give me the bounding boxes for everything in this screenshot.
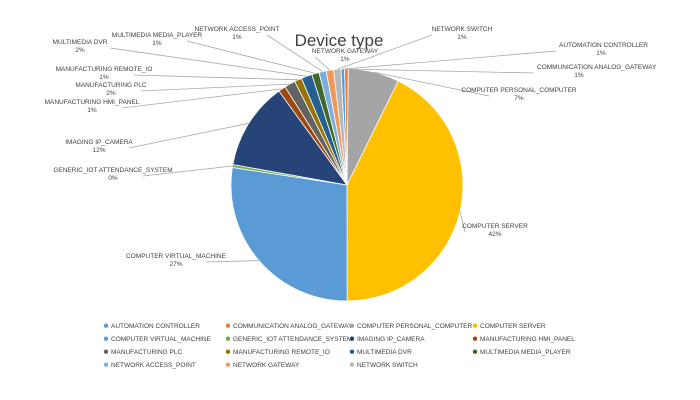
legend-item-multimedia-dvr: MULTIMEDIA DVR (349, 349, 412, 356)
leader-line-multimedia-dvr (109, 47, 307, 77)
legend-marker (472, 336, 478, 341)
legend-item-computer-server: COMPUTER SERVER (472, 323, 546, 330)
legend-label: COMPUTER VIRTUAL_MACHINE (111, 336, 212, 343)
slice-label-computer-server: COMPUTER SERVER 42% (462, 223, 528, 238)
legend-marker (225, 323, 231, 328)
legend-item-manufacturing-plc: MANUFACTURING PLC (103, 349, 182, 356)
leader-line-multimedia-media-player (186, 40, 316, 74)
slice-label-communication-analog-gateway: COMMUNICATION ANALOG_GATEWAY 1% (537, 64, 657, 79)
pie-slice-computer-server (346, 80, 464, 302)
slices-layer (230, 68, 464, 302)
legend-item-network-switch: NETWORK SWITCH (349, 362, 418, 369)
legend-marker (225, 362, 231, 367)
legend-label: NETWORK SWITCH (357, 362, 418, 369)
legend-label: NETWORK ACCESS_POINT (111, 362, 196, 369)
slice-label-manufacturing-hmi-panel: MANUFACTURING HMI_PANEL 1% (45, 99, 140, 114)
leader-line-computer-server (459, 211, 466, 233)
legend-marker (349, 362, 355, 367)
legend: AUTOMATION CONTROLLER COMMUNICATION ANALO… (103, 323, 575, 369)
legend-item-computer-virtual-machine: COMPUTER VIRTUAL_MACHINE (103, 336, 212, 343)
legend-label: MANUFACTURING HMI_PANEL (480, 336, 575, 343)
leader-line-computer-virtual-machine (205, 260, 260, 263)
slice-label-network-switch: NETWORK SWITCH 1% (432, 26, 493, 41)
chart-title: Device type (295, 31, 384, 50)
slice-label-generic-iot-attendance-system: GENERIC_IOT ATTENDANCE_SYSTEM 0% (53, 167, 172, 182)
legend-item-network-gateway: NETWORK GATEWAY (225, 362, 300, 369)
leader-lines-layer (109, 34, 557, 263)
legend-marker (103, 323, 109, 328)
legend-label: GENERIC_IOT ATTENDANCE_SYSTEM (233, 336, 352, 343)
slice-label-manufacturing-remote-io: MANUFACTURING REMOTE_IO 1% (56, 66, 153, 81)
pie-slice-computer-virtual-machine (230, 166, 348, 302)
leader-line-automation-controller (342, 50, 557, 70)
legend-item-manufacturing-remote-io: MANUFACTURING REMOTE_IO (225, 349, 330, 356)
legend-label: MANUFACTURING PLC (111, 349, 182, 356)
legend-marker (349, 323, 355, 328)
leader-line-communication-analog-gateway (346, 68, 535, 74)
legend-marker (349, 336, 355, 341)
legend-marker (103, 336, 109, 341)
legend-item-network-access-point: NETWORK ACCESS_POINT (103, 362, 196, 369)
leader-line-manufacturing-hmi-panel (121, 88, 283, 109)
legend-marker (225, 349, 231, 354)
legend-label: IMAGING IP_CAMERA (357, 336, 425, 343)
legend-marker (349, 349, 355, 354)
legend-marker (103, 349, 109, 354)
legend-label: MULTIMEDIA DVR (357, 349, 412, 356)
leader-line-computer-personal-computer (373, 71, 490, 97)
legend-label: NETWORK GATEWAY (233, 362, 300, 369)
slice-label-automation-controller: AUTOMATION CONTROLLER 1% (559, 42, 648, 57)
leader-line-generic-iot-attendance-system (142, 165, 233, 177)
slice-label-multimedia-media-player: MULTIMEDIA MEDIA_PLAYER 1% (112, 32, 203, 47)
leader-line-network-access-point (266, 34, 323, 72)
legend-marker (103, 362, 109, 367)
legend-label: MULTIMEDIA MEDIA_PLAYER (480, 349, 571, 356)
slice-label-network-access-point: NETWORK ACCESS_POINT 1% (195, 26, 280, 41)
leader-line-network-switch (337, 34, 433, 70)
slice-label-manufacturing-plc: MANUFACTURING PLC 2% (75, 82, 146, 97)
leader-line-network-gateway (314, 56, 331, 71)
slice-label-imaging-ip-camera: IMAGING IP_CAMERA 12% (65, 139, 133, 154)
legend-item-automation-controller: AUTOMATION CONTROLLER (103, 323, 200, 330)
legend-label: AUTOMATION CONTROLLER (111, 323, 200, 330)
leader-line-manufacturing-plc (140, 83, 290, 92)
legend-marker (472, 349, 478, 354)
legend-item-manufacturing-hmi-panel: MANUFACTURING HMI_PANEL (472, 336, 575, 343)
slice-label-computer-personal-computer: COMPUTER PERSONAL_COMPUTER 7% (461, 87, 577, 102)
leader-line-imaging-ip-camera (128, 122, 249, 149)
legend-item-computer-personal-computer: COMPUTER PERSONAL_COMPUTER (349, 323, 473, 330)
legend-item-multimedia-media-player: MULTIMEDIA MEDIA_PLAYER (472, 349, 571, 356)
slice-labels-layer: AUTOMATION CONTROLLER 1% COMMUNICATION ANA… (45, 26, 657, 268)
legend-label: COMPUTER PERSONAL_COMPUTER (357, 323, 473, 330)
legend-item-imaging-ip-camera: IMAGING IP_CAMERA (349, 336, 425, 343)
legend-marker (472, 323, 478, 328)
legend-label: MANUFACTURING REMOTE_IO (233, 349, 330, 356)
legend-item-generic-iot-attendance-system: GENERIC_IOT ATTENDANCE_SYSTEM (225, 336, 352, 343)
legend-label: COMPUTER SERVER (480, 323, 546, 330)
legend-item-communication-analog-gateway: COMMUNICATION ANALOG_GATEWAY (225, 323, 353, 330)
slice-label-network-gateway: NETWORK GATEWAY 1% (312, 48, 379, 63)
slice-label-computer-virtual-machine: COMPUTER VIRTUAL_MACHINE 27% (126, 253, 227, 268)
leader-line-manufacturing-remote-io (133, 74, 299, 81)
legend-label: COMMUNICATION ANALOG_GATEWAY (233, 323, 353, 330)
slice-label-multimedia-dvr: MULTIMEDIA DVR 2% (53, 39, 108, 54)
legend-marker (225, 336, 231, 341)
